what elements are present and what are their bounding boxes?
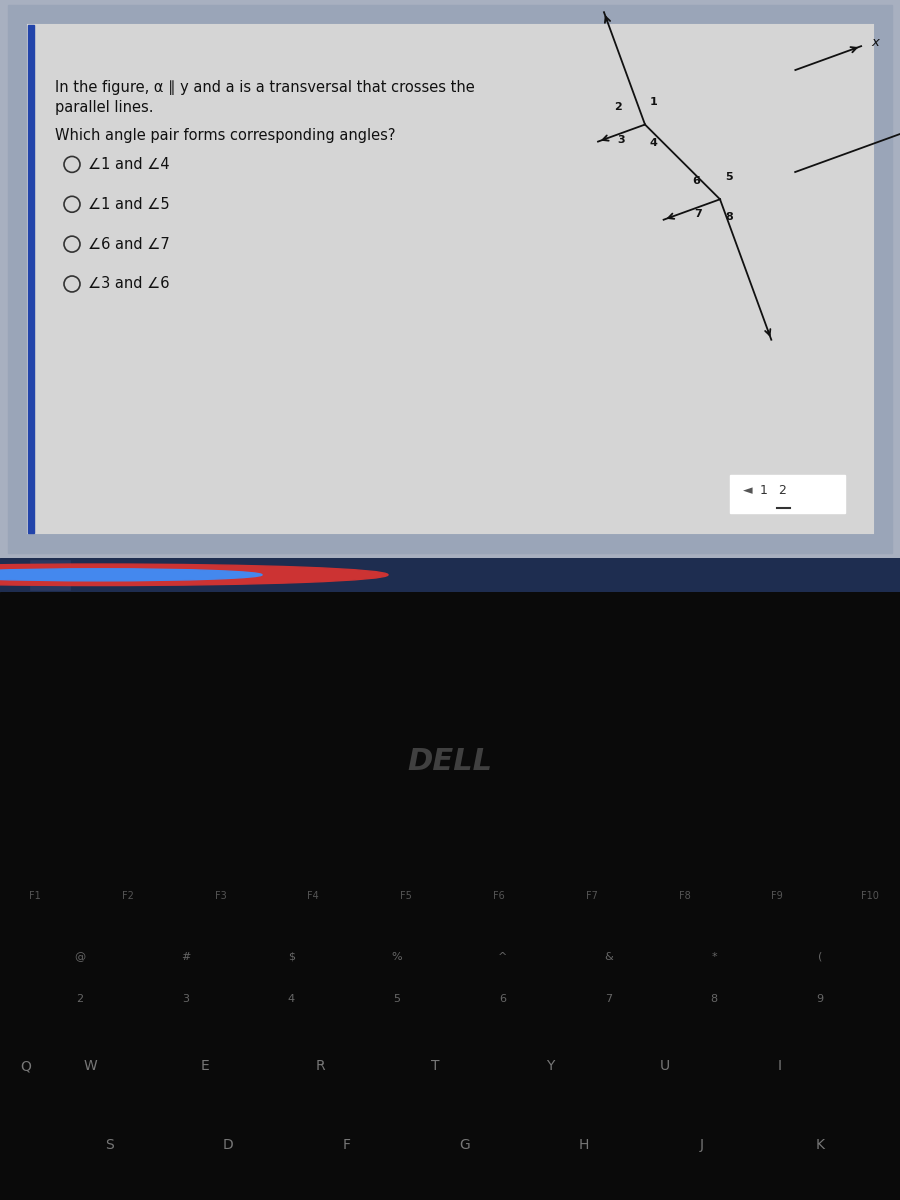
Text: ^: ^ xyxy=(499,952,508,961)
Text: (: ( xyxy=(818,952,823,961)
Circle shape xyxy=(0,569,262,581)
Text: U: U xyxy=(660,1060,670,1073)
Circle shape xyxy=(0,564,388,586)
Text: F8: F8 xyxy=(679,890,690,901)
Text: W: W xyxy=(83,1060,97,1073)
Text: %: % xyxy=(392,952,402,961)
Text: I: I xyxy=(778,1060,782,1073)
Text: 4: 4 xyxy=(650,138,658,148)
Text: F9: F9 xyxy=(771,890,783,901)
Text: ∠3 and ∠6: ∠3 and ∠6 xyxy=(88,276,169,292)
Text: Y: Y xyxy=(545,1060,554,1073)
Text: 2: 2 xyxy=(76,995,84,1004)
Text: 3: 3 xyxy=(182,995,189,1004)
Text: F6: F6 xyxy=(493,890,505,901)
Text: J: J xyxy=(699,1139,704,1152)
Text: 1: 1 xyxy=(650,97,658,107)
Text: K: K xyxy=(815,1139,824,1152)
Text: In the figure, α ∥ y and a is a transversal that crosses the: In the figure, α ∥ y and a is a transver… xyxy=(55,79,475,95)
Text: T: T xyxy=(431,1060,439,1073)
Text: ∠6 and ∠7: ∠6 and ∠7 xyxy=(88,236,170,252)
Text: F: F xyxy=(343,1139,351,1152)
Text: ∠1 and ∠5: ∠1 and ∠5 xyxy=(88,197,169,211)
Text: ◄: ◄ xyxy=(743,484,752,497)
Text: F5: F5 xyxy=(400,890,412,901)
Text: 9: 9 xyxy=(816,995,824,1004)
Text: F1: F1 xyxy=(29,890,40,901)
Text: F2: F2 xyxy=(122,890,134,901)
Text: 5: 5 xyxy=(725,173,733,182)
Text: x: x xyxy=(872,36,879,49)
Text: G: G xyxy=(460,1139,471,1152)
Text: F7: F7 xyxy=(586,890,598,901)
Text: parallel lines.: parallel lines. xyxy=(55,100,154,115)
Text: 4: 4 xyxy=(288,995,295,1004)
Text: 2: 2 xyxy=(778,484,786,497)
Text: 8: 8 xyxy=(725,212,733,222)
Text: D: D xyxy=(223,1139,234,1152)
Text: F10: F10 xyxy=(861,890,879,901)
Text: $: $ xyxy=(288,952,295,961)
Text: 8: 8 xyxy=(711,995,718,1004)
Text: 1: 1 xyxy=(760,484,768,497)
Text: a: a xyxy=(593,0,601,2)
Text: #: # xyxy=(181,952,191,961)
Bar xyxy=(730,475,845,514)
Text: 6: 6 xyxy=(692,176,700,186)
Text: F4: F4 xyxy=(308,890,320,901)
Bar xyxy=(30,559,70,590)
Text: S: S xyxy=(105,1139,114,1152)
Text: *: * xyxy=(712,952,717,961)
Text: E: E xyxy=(201,1060,210,1073)
Text: ∠1 and ∠4: ∠1 and ∠4 xyxy=(88,157,169,172)
Text: @: @ xyxy=(75,952,86,961)
Text: 2: 2 xyxy=(614,102,622,112)
Text: DELL: DELL xyxy=(408,748,492,776)
Text: O: O xyxy=(8,570,16,580)
Text: Which angle pair forms corresponding angles?: Which angle pair forms corresponding ang… xyxy=(55,127,395,143)
Text: F3: F3 xyxy=(215,890,227,901)
Text: 7: 7 xyxy=(694,209,702,220)
Text: R: R xyxy=(315,1060,325,1073)
Text: 7: 7 xyxy=(605,995,612,1004)
Text: 6: 6 xyxy=(500,995,507,1004)
Text: H: H xyxy=(578,1139,589,1152)
Text: &: & xyxy=(604,952,613,961)
Text: Terms
of Use: Terms of Use xyxy=(42,569,58,580)
Bar xyxy=(28,25,34,533)
Text: 3: 3 xyxy=(617,134,625,144)
Text: Q: Q xyxy=(20,1060,31,1073)
Text: 5: 5 xyxy=(393,995,400,1004)
